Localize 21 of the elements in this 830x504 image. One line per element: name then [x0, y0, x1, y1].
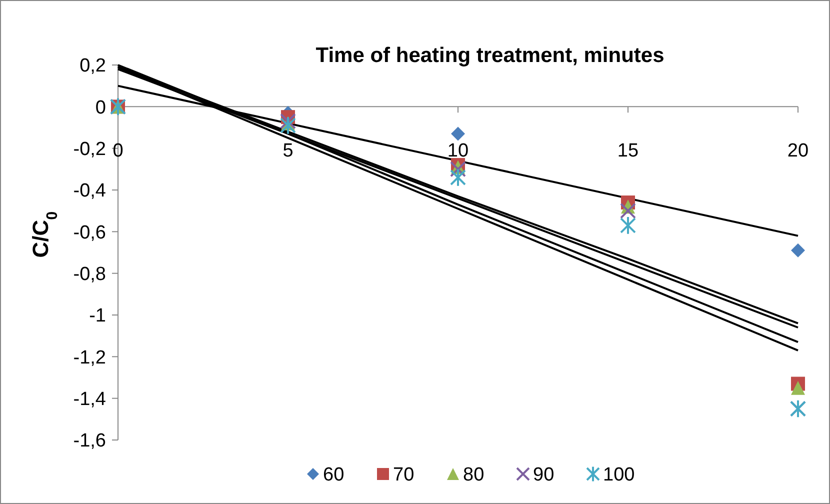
- x-tick-label: 5: [282, 140, 294, 162]
- y-tick-label: -1,4: [73, 388, 106, 410]
- chart-title: Time of heating treatment, minutes: [316, 44, 664, 67]
- x-tick-label: 15: [617, 140, 639, 162]
- y-tick-label: -0,8: [73, 264, 106, 285]
- y-tick-label: -0,4: [73, 180, 106, 202]
- y-tick-label: -1,2: [73, 347, 106, 368]
- x-tick-label: 10: [447, 140, 469, 162]
- legend-label: 70: [393, 464, 414, 486]
- y-tick-label: -1,6: [73, 430, 106, 452]
- x-tick-label: 0: [112, 140, 124, 162]
- y-tick-label: 0: [95, 97, 106, 118]
- legend-label: 100: [603, 464, 635, 486]
- y-tick-label: 0,2: [80, 56, 106, 77]
- y-tick-label: -0,6: [73, 222, 106, 244]
- legend-label: 60: [323, 464, 344, 486]
- legend-label: 80: [463, 464, 484, 486]
- y-tick-label: -1: [89, 306, 106, 327]
- legend-label: 90: [533, 464, 554, 486]
- x-tick-label: 20: [787, 140, 809, 162]
- y-tick-label: -0,2: [73, 138, 106, 160]
